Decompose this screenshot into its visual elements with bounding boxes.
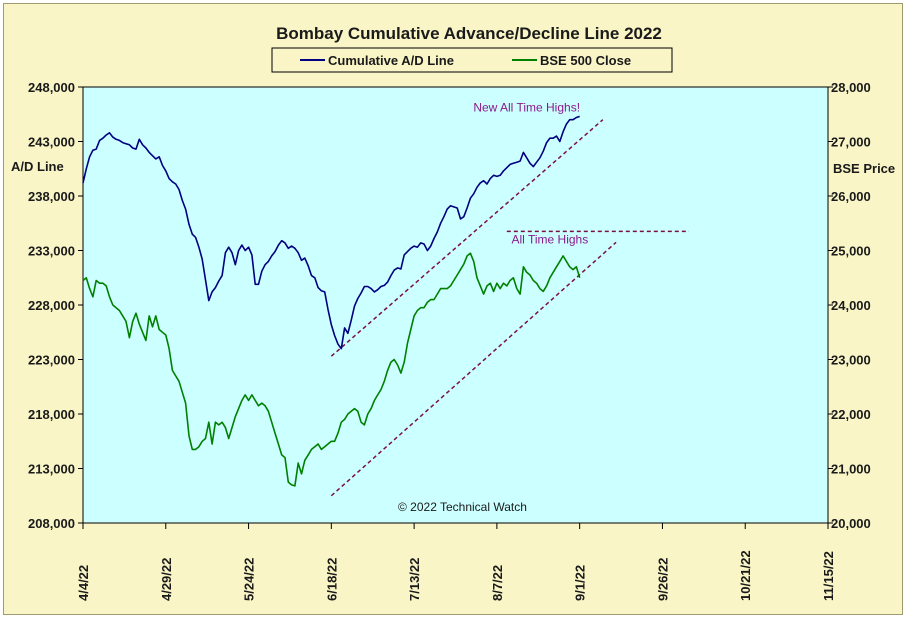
- right-tick-label: 28,000: [831, 80, 871, 95]
- right-tick-label: 22,000: [831, 407, 871, 422]
- left-tick-label: 233,000: [28, 244, 75, 259]
- x-tick-label: 8/7/22: [490, 565, 505, 601]
- x-tick-label: 9/26/22: [655, 558, 670, 601]
- left-axis-label: A/D Line: [11, 159, 64, 174]
- annotations: New All Time Highs! All Time Highs: [473, 101, 588, 247]
- plot-area: [82, 86, 829, 524]
- x-axis: 4/4/22 4/29/22 5/24/22 6/18/22 7/13/22 8/7/22…: [76, 523, 836, 601]
- x-tick-label: 7/13/22: [407, 558, 422, 601]
- series: [82, 115, 581, 487]
- x-tick-label: 5/24/22: [242, 558, 257, 601]
- right-axis: 28,000 27,000 26,000 25,000 24,000 23,000 22,0…: [828, 80, 871, 531]
- x-tick-label: 4/29/22: [159, 558, 174, 601]
- legend: Cumulative A/D Line BSE 500 Close: [271, 47, 673, 73]
- x-tick-label: 10/21/22: [738, 550, 753, 601]
- left-axis: 248,000 243,000 238,000 233,000 228,000 223,0…: [28, 80, 83, 531]
- right-tick-label: 21,000: [831, 462, 871, 477]
- right-tick-label: 23,000: [831, 353, 871, 368]
- left-tick-label: 238,000: [28, 189, 75, 204]
- x-tick-label: 6/18/22: [324, 558, 339, 601]
- right-tick-label: 26,000: [831, 189, 871, 204]
- legend-box: [271, 47, 673, 73]
- left-tick-label: 243,000: [28, 135, 75, 150]
- copyright: © 2022 Technical Watch: [398, 500, 527, 514]
- x-tick-label: 11/15/22: [821, 551, 836, 601]
- left-tick-label: 213,000: [28, 462, 75, 477]
- chart: Bombay Cumulative Advance/Decline Line 2…: [11, 24, 895, 601]
- right-tick-label: 25,000: [831, 244, 871, 259]
- legend-label-ad: Cumulative A/D Line: [328, 53, 454, 68]
- series-ad-line: [82, 115, 580, 350]
- right-tick-label: 27,000: [831, 135, 871, 150]
- series-bse-line: [82, 252, 581, 487]
- left-tick-label: 208,000: [28, 516, 75, 531]
- chart-title: Bombay Cumulative Advance/Decline Line 2…: [276, 24, 662, 43]
- left-tick-label: 228,000: [28, 298, 75, 313]
- annotation-label: New All Time Highs!: [473, 101, 580, 115]
- annotation-label: All Time Highs: [512, 232, 589, 246]
- trendlines: [330, 119, 689, 497]
- right-tick-label: 20,000: [831, 516, 871, 531]
- x-tick-label: 4/4/22: [76, 565, 91, 601]
- x-tick-label: 9/1/22: [573, 565, 588, 601]
- right-tick-label: 24,000: [831, 298, 871, 313]
- left-tick-label: 223,000: [28, 353, 75, 368]
- legend-label-bse: BSE 500 Close: [540, 53, 631, 68]
- chart-frame: Bombay Cumulative Advance/Decline Line 2…: [3, 3, 903, 615]
- right-axis-label: BSE Price: [833, 161, 895, 176]
- left-tick-label: 218,000: [28, 407, 75, 422]
- trendline: [330, 241, 617, 497]
- left-tick-label: 248,000: [28, 80, 75, 95]
